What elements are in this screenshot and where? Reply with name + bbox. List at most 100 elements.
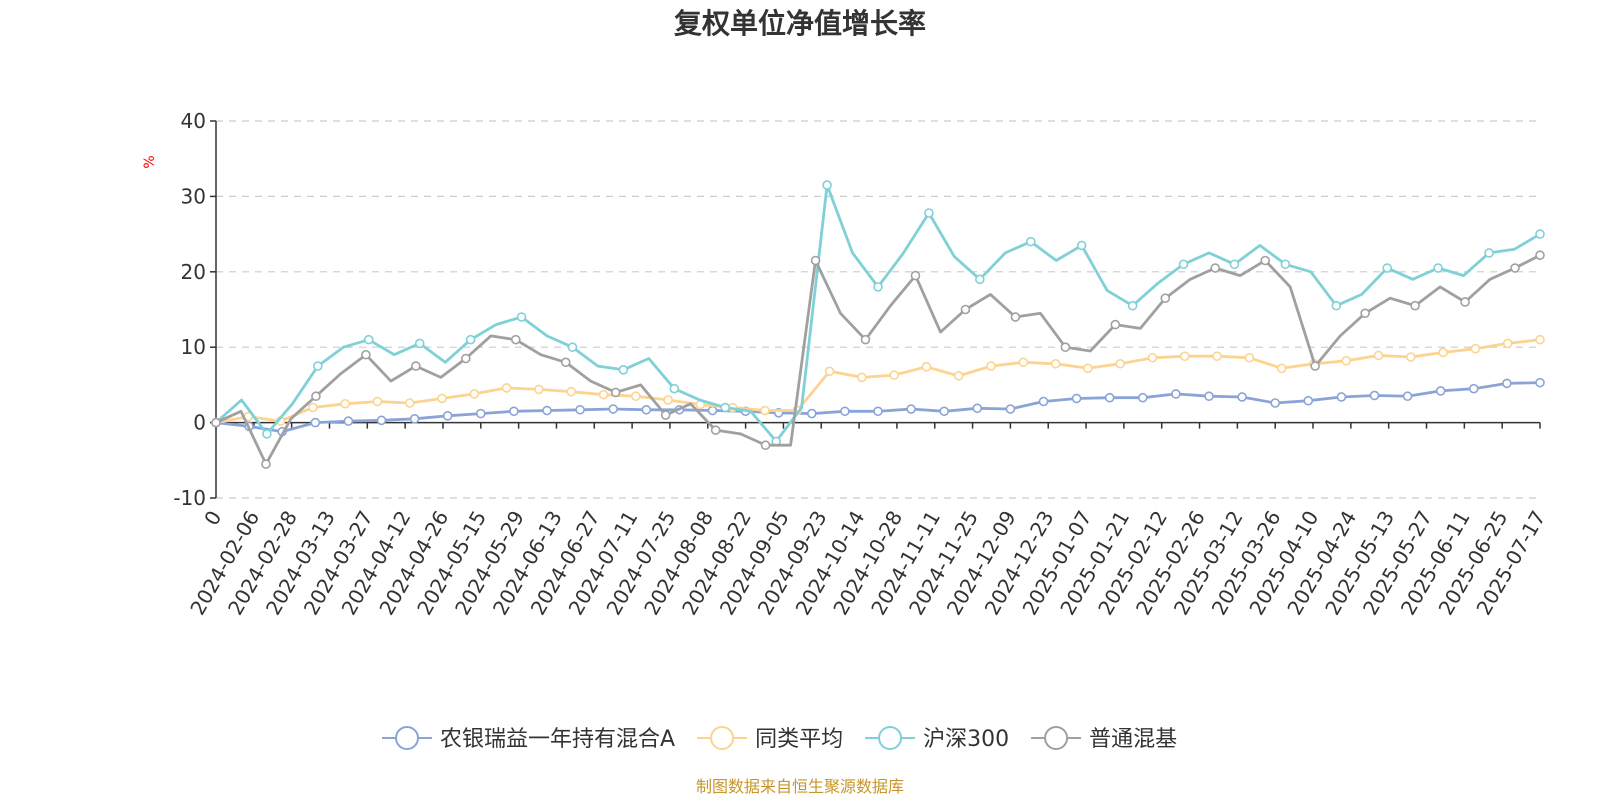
data-point — [1280, 259, 1291, 270]
data-point — [1406, 352, 1416, 362]
data-point — [461, 353, 471, 364]
y-tick-label: 20 — [181, 260, 206, 284]
data-point — [1535, 334, 1545, 345]
data-point — [310, 417, 321, 428]
data-point — [363, 334, 374, 345]
data-point — [618, 365, 629, 375]
data-point — [211, 417, 221, 428]
data-point — [1360, 308, 1370, 319]
data-point — [409, 414, 420, 424]
data-point — [1433, 263, 1443, 273]
data-point — [501, 383, 512, 393]
data-point — [1469, 383, 1479, 394]
data-point — [822, 180, 832, 190]
legend-item-2: 沪深300 — [865, 726, 1009, 752]
data-point — [262, 429, 272, 439]
data-point — [376, 415, 387, 426]
data-point — [1115, 358, 1125, 369]
legend-label: 普通混基 — [1089, 727, 1177, 752]
data-point — [1303, 395, 1314, 406]
data-point — [1212, 351, 1222, 362]
y-tick-label: -10 — [173, 486, 206, 510]
data-point — [873, 406, 883, 417]
data-point — [1310, 361, 1320, 371]
data-point — [610, 387, 621, 398]
data-point — [707, 405, 718, 416]
data-point — [575, 404, 585, 415]
y-tick-label: 40 — [181, 109, 206, 133]
data-point — [1276, 363, 1287, 374]
data-point — [1104, 392, 1115, 403]
data-point — [760, 405, 770, 416]
series-line — [215, 338, 1541, 424]
data-point — [906, 404, 916, 414]
data-point — [608, 404, 619, 414]
legend-label: 沪深300 — [923, 727, 1009, 752]
data-point — [873, 282, 883, 292]
data-point — [1502, 338, 1513, 349]
data-point — [1470, 343, 1481, 354]
data-point — [1244, 352, 1255, 363]
data-point — [921, 362, 932, 372]
data-point — [641, 404, 652, 415]
data-point — [1535, 229, 1545, 239]
data-point — [465, 334, 476, 345]
data-point — [857, 372, 867, 383]
legend-marker — [878, 726, 903, 750]
data-point — [860, 334, 871, 345]
data-point — [598, 389, 609, 400]
data-point — [343, 416, 354, 426]
data-point — [824, 366, 835, 377]
data-point — [361, 349, 371, 360]
data-point — [810, 255, 821, 266]
legend-marker — [710, 726, 735, 750]
data-point — [566, 386, 577, 397]
data-point — [1410, 300, 1420, 311]
data-point — [516, 312, 527, 322]
data-point — [1071, 393, 1082, 404]
axes: 403020100-1002024-02-062024-02-282024-03… — [173, 109, 1550, 619]
data-point — [910, 270, 921, 281]
data-point — [1210, 263, 1221, 273]
data-point — [1260, 255, 1271, 266]
data-point — [660, 410, 671, 420]
data-point — [313, 361, 323, 371]
data-point — [1373, 350, 1384, 361]
data-point — [1369, 390, 1380, 401]
y-tick-label: 10 — [181, 335, 206, 359]
data-point — [1402, 391, 1413, 402]
data-point — [308, 402, 318, 413]
data-point — [1050, 358, 1061, 369]
data-point — [1076, 240, 1087, 251]
data-point — [340, 398, 350, 409]
legend-label: 农银瑞益一年持有混合A — [440, 727, 675, 752]
source-note: 制图数据来自恒生聚源数据库 — [696, 777, 904, 796]
data-point — [1336, 392, 1347, 402]
data-point — [720, 402, 731, 413]
series-0 — [211, 377, 1545, 437]
grid — [216, 120, 1540, 499]
data-point — [509, 406, 519, 417]
data-point — [1025, 236, 1036, 247]
data-point — [1237, 392, 1247, 402]
series-3 — [211, 250, 1545, 469]
series-line — [215, 253, 1541, 466]
data-point — [261, 459, 271, 469]
data-point — [311, 391, 321, 402]
data-point — [534, 384, 544, 395]
data-point — [1147, 352, 1158, 363]
data-point — [631, 391, 641, 402]
y-tick-label: 0 — [193, 411, 206, 435]
data-point — [1179, 351, 1190, 362]
data-point — [669, 383, 680, 394]
data-point — [760, 440, 771, 451]
data-point — [1038, 396, 1049, 407]
data-point — [1178, 259, 1189, 270]
data-point — [411, 361, 421, 371]
data-point — [510, 334, 521, 345]
x-tick-label: 0 — [199, 507, 226, 530]
data-point — [372, 396, 383, 407]
legend-item-0: 农银瑞益一年持有混合A — [382, 726, 675, 752]
data-point — [1204, 391, 1214, 402]
